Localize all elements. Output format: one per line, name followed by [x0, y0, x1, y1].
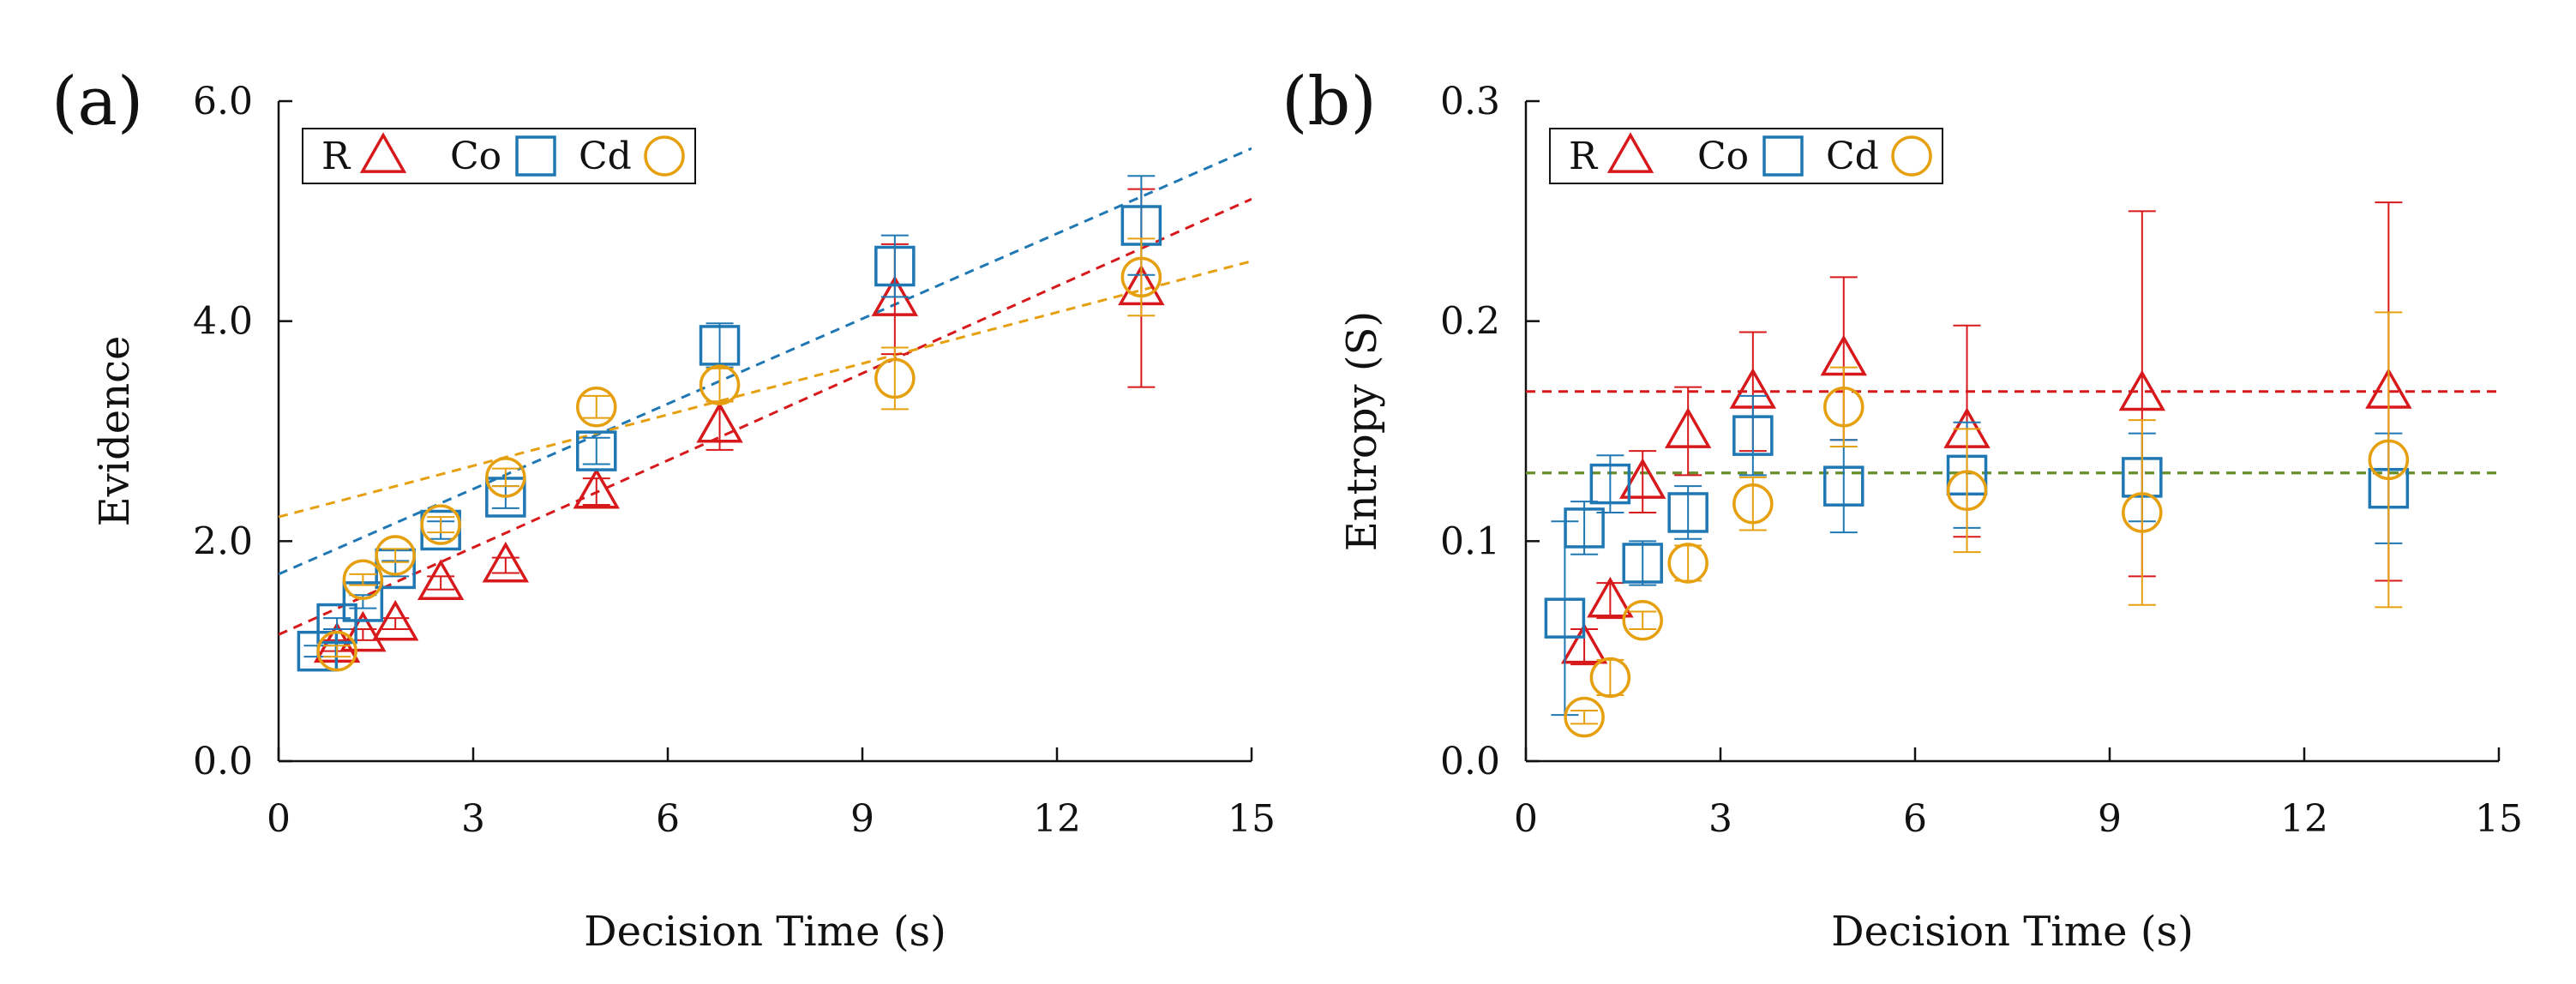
series-Co [1544, 394, 2410, 717]
data-point-Co [1564, 507, 1605, 549]
legend-label-Co: Co [450, 135, 501, 178]
data-point-Cd [699, 364, 741, 405]
data-point-R [417, 559, 465, 600]
legend-label-Cd: Cd [579, 135, 632, 178]
fit-line-Co [279, 147, 1252, 576]
y-axis-title: Entropy (S) [1338, 311, 1386, 552]
legend-label-Co: Co [1697, 135, 1749, 178]
data-point-Co [316, 603, 357, 645]
panel-label: (a) [51, 63, 143, 141]
data-point-Co [1667, 492, 1708, 533]
y-tick-label: 0.1 [1440, 519, 1500, 563]
x-tick-label: 3 [461, 797, 485, 841]
data-point-Co [1732, 415, 1774, 456]
data-point-Cd [1946, 470, 1988, 512]
legend-marker-R [359, 132, 407, 173]
data-point-Cd [375, 535, 416, 576]
x-tick-label: 12 [1033, 797, 1081, 841]
data-point-Cd [1564, 696, 1605, 738]
y-tick-label: 6.0 [193, 80, 253, 123]
data-point-R [573, 467, 620, 509]
legend-box [1549, 128, 1943, 184]
fit-line-R [279, 197, 1252, 636]
series-R [313, 188, 1165, 663]
panel-b: (b) 0 3 6 9 12 15 0.0 0.1 0.2 0.3 Decision Time (s)… [1282, 63, 2523, 956]
data-point-R [696, 401, 743, 443]
x-tick-label: 6 [656, 797, 680, 841]
data-point-Co [1589, 463, 1631, 505]
data-point-Cd [420, 504, 461, 545]
data-point-Co [874, 245, 916, 287]
panel-label: (b) [1282, 63, 1377, 141]
data-point-Cd [1589, 657, 1631, 699]
data-point-Cd [342, 559, 384, 600]
data-point-R [482, 541, 530, 583]
legend-marker-R [1606, 132, 1654, 173]
x-tick-label: 0 [1514, 797, 1538, 841]
data-point-Cd [1823, 387, 1864, 428]
x-tick-label: 15 [1228, 797, 1276, 841]
data-point-R [2118, 369, 2166, 411]
data-point-Cd [316, 630, 357, 672]
x-tick-label: 3 [1708, 797, 1732, 841]
legend-label-R: R [321, 135, 351, 178]
data-point-R [1618, 458, 1666, 499]
data-point-Cd [485, 457, 526, 498]
legend-marker-Cd [1891, 135, 1932, 177]
data-point-Cd [1732, 483, 1774, 525]
y-tick-label: 0.2 [1440, 300, 1500, 344]
data-point-Cd [2122, 492, 2163, 533]
x-tick-label: 9 [2098, 797, 2122, 841]
y-tick-label: 0.0 [193, 740, 253, 783]
data-point-Cd [576, 387, 617, 428]
legend-marker-Co [515, 135, 556, 177]
x-tick-label: 0 [267, 797, 291, 841]
x-axis-title: Decision Time (s) [1831, 908, 2194, 956]
y-axis-title: Evidence [91, 336, 139, 527]
data-point-Cd [2368, 439, 2410, 481]
data-point-R [371, 599, 419, 641]
data-point-Co [699, 325, 741, 366]
data-point-R [1587, 576, 1634, 618]
data-point-R [1664, 407, 1712, 448]
y-tick-label: 0.3 [1440, 80, 1500, 123]
x-axis-title: Decision Time (s) [584, 908, 946, 956]
legend-box [302, 128, 696, 184]
x-tick-label: 6 [1903, 797, 1927, 841]
series-Cd [1564, 311, 2410, 738]
panel-a: (a) 0 3 6 9 12 15 0.0 2.0 4.0 6.0 Decision Time (s)… [51, 63, 1276, 956]
legend-label-R: R [1569, 135, 1599, 178]
x-tick-label: 15 [2475, 797, 2523, 841]
y-tick-label: 2.0 [193, 519, 253, 563]
data-point-Cd [874, 357, 916, 399]
legend: R Co Cd [302, 128, 696, 184]
series-R [1560, 201, 2412, 666]
x-tick-label: 9 [850, 797, 874, 841]
y-tick-label: 4.0 [193, 300, 253, 344]
data-point-R [1560, 622, 1608, 664]
data-point-R [339, 610, 387, 652]
legend: R Co Cd [1549, 128, 1943, 184]
data-point-Cd [1622, 599, 1663, 641]
fit-line-Cd [279, 260, 1252, 519]
data-point-Cd [1120, 256, 1162, 298]
data-point-Co [576, 430, 617, 471]
data-point-Co [1823, 465, 1864, 507]
legend-label-Cd: Cd [1826, 135, 1879, 178]
data-point-Co [1544, 597, 1586, 639]
x-tick-label: 12 [2280, 797, 2328, 841]
data-point-Co [1622, 543, 1663, 584]
y-tick-label: 0.0 [1440, 740, 1500, 783]
legend-marker-Cd [644, 135, 685, 177]
data-point-Cd [1667, 543, 1708, 584]
series-Cd [316, 237, 1162, 672]
legend-marker-Co [1762, 135, 1804, 177]
